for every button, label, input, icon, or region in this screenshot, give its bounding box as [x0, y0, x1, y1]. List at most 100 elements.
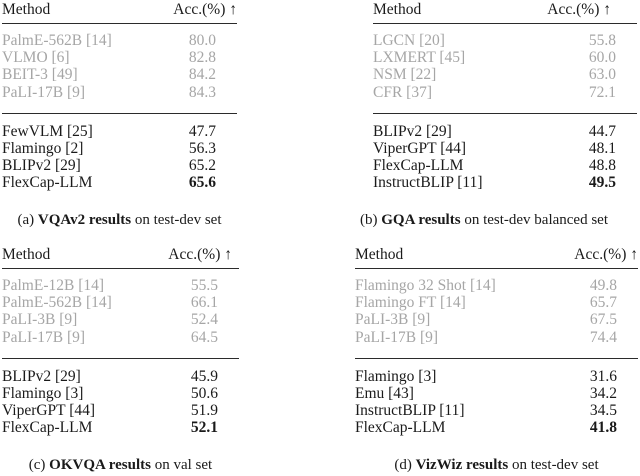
caption-benchmark: VQAv2 results [37, 211, 132, 228]
results-table-vqav2: Method Acc.(%) ↑ PalmE-562B [14] 80.0 VLMO… [2, 1, 237, 229]
accuracy-cell: 34.5 [589, 402, 617, 420]
method-cell: PaLI-17B [9] [2, 328, 86, 346]
comparison-rows-section: BLIPv2 [29] 45.9 Flamingo [3] 50.6 ViperGPT … [2, 359, 239, 437]
comparison-rows-section: Flamingo [3] 31.6 Emu [43] 34.2 InstructBLIP… [355, 359, 638, 437]
table-row: Flamingo FT [14] 65.7 [355, 294, 638, 311]
table-row: PaLI-3B [9] 67.5 [355, 311, 638, 328]
accuracy-cell: 48.8 [588, 157, 616, 175]
table-row: Flamingo [3] 50.6 [2, 385, 239, 402]
column-header-method: Method [2, 1, 51, 18]
accuracy-cell: 55.8 [588, 32, 616, 49]
method-cell: PalmE-562B [14] [2, 32, 112, 49]
table-row: BLIPv2 [29] 45.9 [2, 368, 239, 385]
table-caption: (c) OKVQA results on val set [2, 457, 239, 474]
caption-detail: on test-dev set [134, 211, 222, 228]
caption-label: (b) [359, 211, 378, 228]
accuracy-cell: 84.3 [188, 83, 216, 101]
table-row: InstructBLIP [11] 49.5 [373, 174, 637, 191]
table-row: InstructBLIP [11] 34.5 [355, 402, 638, 419]
table-row: PaLI-17B [9] 64.5 [2, 329, 239, 346]
accuracy-cell: 66.1 [190, 294, 218, 312]
method-cell: NSM [22] [373, 66, 437, 84]
caption-label: (d) [394, 456, 412, 473]
method-cell: FewVLM [25] [2, 122, 93, 140]
method-cell: PalmE-12B [14] [2, 277, 105, 294]
accuracy-cell: 56.3 [188, 140, 216, 158]
method-cell: Flamingo [3] [355, 367, 437, 385]
accuracy-cell: 63.0 [588, 66, 616, 84]
method-cell: Flamingo [2] [2, 140, 84, 158]
accuracy-cell: 65.6 [188, 174, 216, 192]
comparison-rows-section: FewVLM [25] 47.7 Flamingo [2] 56.3 BLIPv2 [2… [2, 114, 237, 192]
caption-benchmark: OKVQA results [49, 456, 151, 473]
table-row: FlexCap-LLM 52.1 [2, 419, 239, 436]
accuracy-cell: 74.4 [589, 328, 617, 346]
table-row: BEIT-3 [49] 84.2 [2, 66, 237, 83]
method-cell: PaLI-3B [9] [2, 311, 78, 329]
results-table-vizwiz: Method Acc.(%) ↑ Flamingo 32 Shot [14] 49… [355, 246, 638, 474]
method-cell: Emu [43] [355, 385, 414, 403]
table-header: Method Acc.(%) ↑ [373, 1, 637, 24]
column-header-accuracy: Acc.(%) ↑ [574, 246, 638, 263]
method-cell: BLIPv2 [29] [373, 122, 452, 140]
method-cell: PaLI-17B [9] [355, 328, 439, 346]
reference-rows-section: PalmE-562B [14] 80.0 VLMO [6] 82.8 BEIT-3 [4… [2, 24, 237, 114]
table-row: FlexCap-LLM 48.8 [373, 157, 637, 174]
table-row: Emu [43] 34.2 [355, 385, 638, 402]
column-header-method: Method [373, 1, 422, 18]
method-cell: LXMERT [45] [373, 49, 466, 67]
table-caption: (a) VQAv2 results on test-dev set [2, 212, 237, 229]
accuracy-cell: 84.2 [188, 66, 216, 84]
method-cell: Flamingo 32 Shot [14] [355, 277, 496, 294]
accuracy-cell: 34.2 [589, 385, 617, 403]
table-row: LGCN [20] 55.8 [373, 32, 637, 49]
accuracy-cell: 31.6 [589, 367, 617, 385]
method-cell: BLIPv2 [29] [2, 157, 81, 175]
table-row: FlexCap-LLM 41.8 [355, 419, 638, 436]
comparison-rows-section: BLIPv2 [29] 44.7 ViperGPT [44] 48.1 FlexCap-… [373, 114, 637, 192]
caption-benchmark: VizWiz results [415, 456, 509, 473]
accuracy-cell: 82.8 [188, 49, 216, 67]
method-cell: InstructBLIP [11] [373, 174, 483, 192]
method-cell: FlexCap-LLM [2, 419, 93, 437]
table-row: FewVLM [25] 47.7 [2, 123, 237, 140]
method-cell: LGCN [20] [373, 32, 445, 49]
method-cell: Flamingo FT [14] [355, 294, 466, 312]
caption-label: (c) [28, 456, 46, 473]
column-header-accuracy: Acc.(%) ↑ [547, 1, 611, 18]
method-cell: FlexCap-LLM [373, 157, 464, 175]
accuracy-cell: 44.7 [588, 122, 616, 140]
accuracy-cell: 52.4 [190, 311, 218, 329]
accuracy-cell: 45.9 [190, 367, 218, 385]
method-cell: PalmE-562B [14] [2, 294, 112, 312]
table-header: Method Acc.(%) ↑ [2, 1, 237, 24]
caption-detail: on test-dev balanced set [464, 211, 609, 228]
accuracy-cell: 65.2 [188, 157, 216, 175]
accuracy-cell: 67.5 [589, 311, 617, 329]
accuracy-cell: 51.9 [190, 402, 218, 420]
results-table-okvqa: Method Acc.(%) ↑ PalmE-12B [14] 55.5 PalmE… [2, 246, 239, 474]
method-cell: PaLI-17B [9] [2, 83, 86, 101]
reference-rows-section: LGCN [20] 55.8 LXMERT [45] 60.0 NSM [22] 63.0… [373, 24, 637, 114]
reference-rows-section: PalmE-12B [14] 55.5 PalmE-562B [14] 66.1 PaL… [2, 269, 239, 359]
table-row: PaLI-17B [9] 74.4 [355, 329, 638, 346]
method-cell: BEIT-3 [49] [2, 66, 78, 84]
table-caption: (d) VizWiz results on test-dev set [355, 457, 638, 474]
column-header-method: Method [355, 246, 404, 263]
table-row: Flamingo [3] 31.6 [355, 368, 638, 385]
accuracy-cell: 49.5 [588, 174, 616, 192]
table-row: PalmE-12B [14] 55.5 [2, 277, 239, 294]
method-cell: ViperGPT [44] [373, 140, 467, 158]
method-cell: ViperGPT [44] [2, 402, 96, 420]
method-cell: PaLI-3B [9] [355, 311, 431, 329]
accuracy-cell: 50.6 [190, 385, 218, 403]
table-row: BLIPv2 [29] 44.7 [373, 123, 637, 140]
caption-detail: on val set [154, 456, 213, 473]
accuracy-cell: 48.1 [588, 140, 616, 158]
table-row: CFR [37] 72.1 [373, 84, 637, 101]
results-table-gqa: Method Acc.(%) ↑ LGCN [20] 55.8 LXMERT [45… [360, 1, 637, 229]
column-header-method: Method [2, 246, 51, 263]
accuracy-cell: 64.5 [190, 328, 218, 346]
accuracy-cell: 47.7 [188, 122, 216, 140]
accuracy-cell: 72.1 [588, 83, 616, 101]
